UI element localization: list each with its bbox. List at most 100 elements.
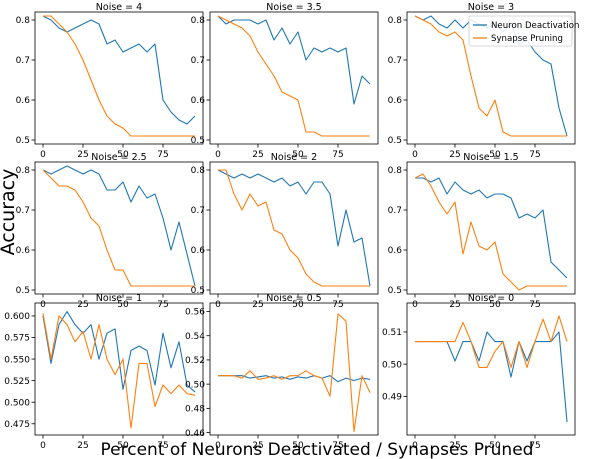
x-tick-label: 50 (292, 300, 304, 310)
series-line-synapse-pruning (414, 173, 567, 291)
y-tick-label: 0.54 (185, 332, 205, 342)
series-line-neuron-deactivation (42, 165, 196, 287)
series-line-synapse-pruning (218, 169, 370, 287)
y-tick-label: 0.5 (388, 136, 402, 146)
y-tick-label: 0.51 (382, 328, 402, 338)
x-tick-label: 50 (489, 441, 501, 451)
legend-box (468, 15, 573, 47)
series-line-neuron-deactivation (415, 177, 568, 279)
small-multiples-grid: Noise = 4 0 25 50 75 0.5 0.6 0.7 0.8 Noise = 3.5 0… (4, 2, 579, 451)
series-line-synapse-pruning (415, 315, 568, 368)
x-tick-label: 0 (40, 300, 46, 310)
y-tick-label: 0.475 (4, 420, 30, 430)
x-tick-label: 75 (332, 300, 343, 310)
series-line-neuron-deactivation (217, 169, 371, 287)
y-tick-label: 0.7 (191, 206, 205, 216)
x-tick-label: 75 (529, 441, 540, 451)
y-tick-label: 0.7 (16, 206, 30, 216)
y-tick-label: 0.6 (191, 246, 206, 256)
y-tick-label: 0.8 (16, 16, 31, 26)
panel-frame (209, 302, 379, 436)
y-tick-label: 0.7 (388, 56, 402, 66)
panel-6: Noise = 1.5 0 25 50 75 0.5 0.6 0.7 0.8 (388, 152, 576, 310)
y-tick-label: 0.8 (191, 16, 206, 26)
x-tick-label: 50 (117, 150, 129, 160)
y-tick-label: 0.46 (185, 429, 205, 439)
x-tick-label: 50 (117, 441, 129, 451)
y-tick-label: 0.600 (4, 312, 30, 322)
x-tick-label: 0 (215, 441, 221, 451)
y-tick-label: 0.8 (16, 166, 31, 176)
series-line-neuron-deactivation (42, 311, 196, 393)
panel-frame (406, 11, 576, 145)
x-tick-label: 25 (449, 150, 460, 160)
y-tick-label: 0.575 (4, 334, 30, 344)
x-tick-label: 25 (252, 441, 263, 451)
y-tick-label: 0.5 (16, 286, 30, 296)
y-tick-label: 0.6 (16, 246, 31, 256)
panel-8: Noise = 0.5 0 25 50 75 0.46 0.48 0.50 0.52 0.54 0.… (185, 293, 379, 451)
series-line-neuron-deactivation (217, 15, 371, 105)
y-tick-label: 0.500 (4, 398, 30, 408)
y-tick-label: 0.6 (388, 246, 403, 256)
y-tick-label: 0.6 (388, 96, 403, 106)
x-tick-label: 25 (252, 300, 263, 310)
series-line-synapse-pruning (218, 313, 371, 432)
y-tick-label: 0.5 (191, 136, 205, 146)
series-line-synapse-pruning (217, 15, 370, 137)
panel-title: Noise = 1 (96, 293, 142, 304)
x-tick-label: 0 (412, 441, 418, 451)
x-tick-label: 0 (40, 150, 46, 160)
series-line-synapse-pruning (42, 169, 195, 287)
x-tick-label: 50 (489, 300, 501, 310)
x-tick-label: 75 (529, 150, 540, 160)
y-tick-label: 0.5 (191, 286, 205, 296)
x-tick-label: 25 (77, 150, 88, 160)
series-line-neuron-deactivation (415, 331, 568, 423)
legend-label: Neuron Deactivation (491, 21, 579, 31)
panel-frame (209, 161, 379, 295)
x-tick-label: 75 (332, 441, 343, 451)
x-tick-label: 75 (332, 150, 343, 160)
panel-title: Noise = 2.5 (91, 152, 146, 163)
series-line-synapse-pruning (42, 313, 196, 429)
panel-5: Noise = 2 0 25 50 75 0.5 0.6 0.7 0.8 (191, 152, 379, 310)
y-tick-label: 0.8 (191, 166, 206, 176)
y-tick-label: 0.49 (382, 393, 402, 403)
panel-frame (406, 302, 576, 436)
y-tick-label: 0.8 (388, 166, 403, 176)
y-tick-label: 0.7 (16, 56, 30, 66)
x-tick-label: 75 (157, 441, 168, 451)
x-tick-label: 25 (77, 441, 88, 451)
legend: Neuron Deactivation Synapse Pruning (468, 15, 579, 47)
x-tick-label: 0 (412, 300, 418, 310)
panel-9: Noise = 0 0 25 50 75 0.49 0.50 0.51 (382, 293, 576, 451)
x-tick-label: 50 (292, 150, 304, 160)
panel-frame (406, 161, 576, 295)
y-tick-label: 0.550 (4, 355, 30, 365)
series-line-synapse-pruning (43, 15, 195, 137)
x-tick-label: 0 (412, 150, 418, 160)
x-tick-label: 25 (77, 300, 88, 310)
x-tick-label: 25 (252, 150, 263, 160)
x-tick-label: 75 (529, 300, 540, 310)
y-tick-label: 0.56 (185, 308, 205, 318)
panel-title: Noise = 4 (96, 2, 142, 13)
x-tick-label: 0 (215, 150, 221, 160)
y-tick-label: 0.5 (16, 136, 30, 146)
y-axis-label: Accuracy (0, 169, 19, 256)
panel-title: Noise = 3.5 (266, 2, 321, 13)
panel-3: Noise = 3 0 25 50 75 0.5 0.6 0.7 0.8 Neuron Deact… (388, 2, 580, 160)
y-tick-label: 0.7 (191, 56, 205, 66)
panel-frame (34, 302, 204, 436)
panel-title: Noise = 1.5 (463, 152, 518, 163)
panel-frame (34, 11, 204, 145)
x-tick-label: 50 (292, 441, 304, 451)
x-tick-label: 75 (157, 300, 168, 310)
panel-title: Noise = 3 (468, 2, 514, 13)
x-tick-label: 25 (449, 441, 460, 451)
series-line-neuron-deactivation (42, 15, 196, 125)
x-tick-label: 25 (449, 300, 460, 310)
x-tick-label: 50 (117, 300, 129, 310)
